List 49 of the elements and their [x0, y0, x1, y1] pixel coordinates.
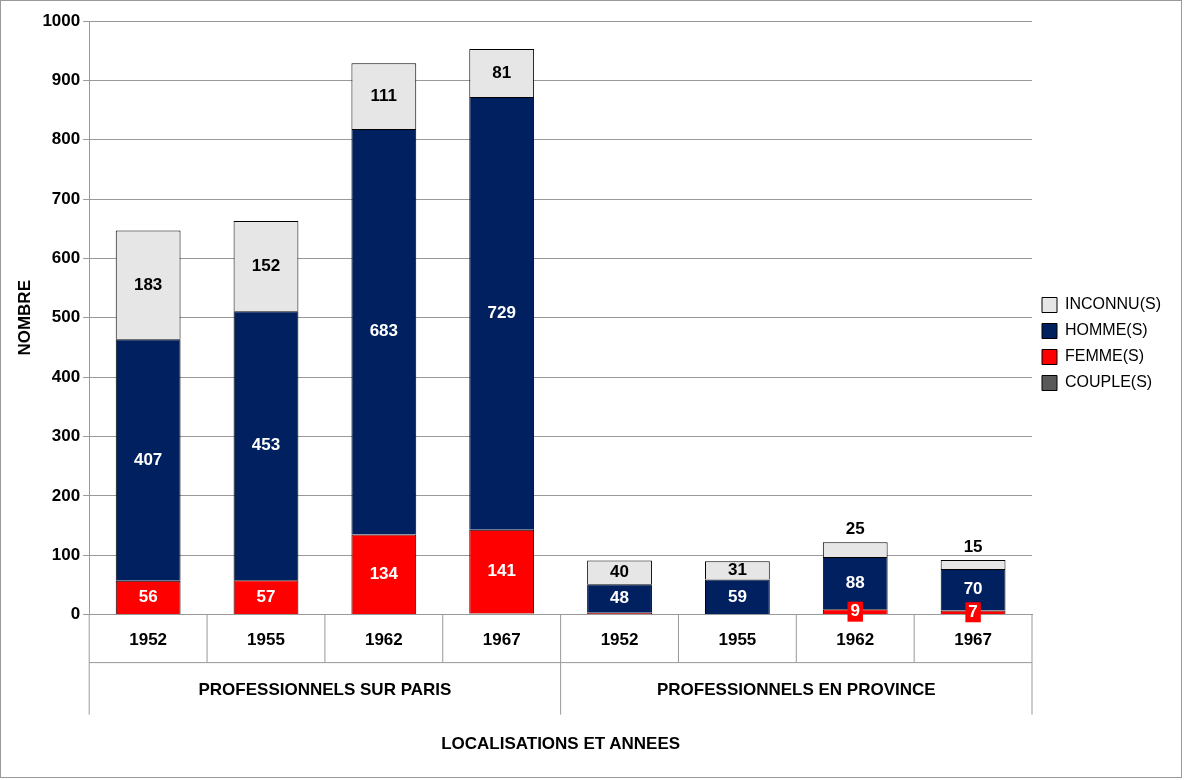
data-label: 15 [963, 536, 983, 556]
y-tick-label: 1000 [42, 10, 81, 30]
legend-label: FEMME(S) [1065, 347, 1145, 365]
data-label: 683 [369, 321, 399, 341]
data-label: 152 [251, 255, 281, 275]
text: PROFESSIONNELS SUR PARIS [198, 680, 452, 700]
text: PROFESSIONNELS EN PROVINCE [656, 680, 936, 700]
x-tick-label: 1952 [129, 630, 168, 650]
y-tick-label: 800 [51, 129, 81, 149]
data-label: 48 [610, 588, 629, 608]
data-label: 70 [963, 579, 983, 599]
data-label: 7 [968, 601, 978, 621]
data-label: 88 [845, 572, 865, 592]
y-tick-label: 0 [70, 604, 81, 624]
x-tick-label: 1952 [600, 630, 639, 650]
data-label: 40 [610, 562, 629, 582]
data-label: 57 [256, 586, 276, 606]
legend-label: COUPLE(S) [1065, 373, 1153, 391]
y-axis-title: NOMBRE [14, 280, 34, 356]
x-axis-title: LOCALISATIONS ET ANNEES [441, 734, 681, 754]
y-tick-label: 300 [51, 426, 81, 446]
y-tick-label: 900 [51, 70, 81, 90]
data-label: 81 [492, 62, 512, 82]
data-label: 31 [727, 560, 747, 580]
data-label: 453 [251, 435, 281, 455]
data-label: 111 [370, 85, 398, 105]
data-label: 134 [369, 563, 399, 583]
x-tick-label: 1955 [247, 630, 285, 650]
legend-label: INCONNU(S) [1065, 295, 1162, 313]
data-label: 183 [133, 274, 163, 294]
data-label: 407 [133, 449, 163, 469]
data-label: 59 [727, 586, 747, 606]
data-label: 56 [138, 587, 158, 607]
x-tick-label: 1962 [364, 630, 403, 650]
y-tick-label: 200 [51, 485, 81, 505]
data-label: 25 [845, 518, 865, 538]
y-tick-label: 100 [51, 544, 81, 564]
y-tick-label: 600 [51, 248, 81, 268]
data-label: 9 [850, 601, 860, 621]
legend-label: HOMME(S) [1065, 321, 1148, 339]
y-tick-label: 500 [51, 307, 81, 327]
data-label: 141 [487, 561, 516, 581]
y-tick-label: 400 [51, 366, 81, 386]
x-tick-label: 1967 [954, 630, 992, 650]
x-tick-label: 1955 [718, 630, 757, 650]
x-tick-label: 1967 [482, 630, 521, 650]
y-tick-label: 700 [51, 188, 81, 208]
data-label: 729 [487, 303, 516, 323]
x-tick-label: 1962 [836, 630, 875, 650]
